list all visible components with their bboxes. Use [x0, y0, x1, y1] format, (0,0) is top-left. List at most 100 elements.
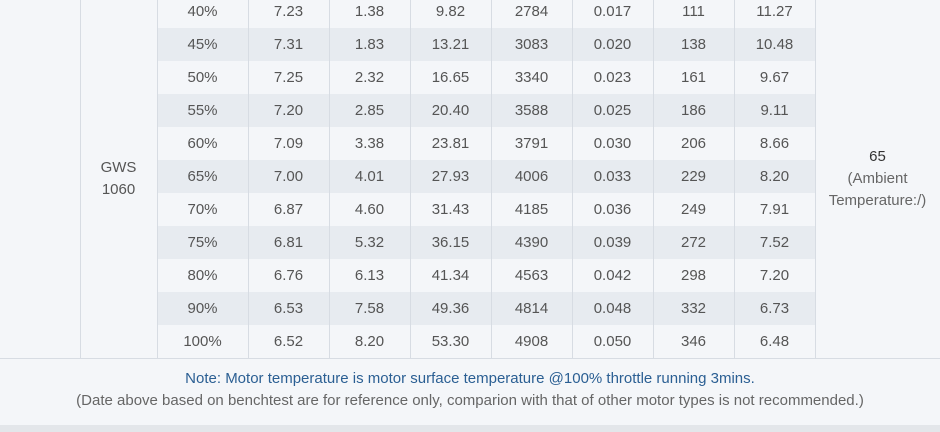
table-cell: 6.76: [273, 267, 304, 284]
table-cell: 0.020: [593, 36, 632, 53]
table-cell: 4185: [514, 201, 549, 218]
table-cell: 1.83: [354, 36, 385, 53]
table-cell: 111: [682, 3, 705, 20]
table-cell: 3083: [514, 36, 549, 53]
table-cell: 40%: [187, 3, 218, 20]
table-cell: 6.53: [273, 300, 304, 317]
table-cell: 7.52: [759, 234, 790, 251]
table-cell: 332: [680, 300, 707, 317]
column-border: [157, 0, 158, 358]
row-band: [157, 160, 815, 193]
table-cell: 10.48: [755, 36, 794, 53]
table-cell: 4563: [514, 267, 549, 284]
table-cell: 27.93: [431, 168, 470, 185]
table-cell: 7.58: [354, 300, 385, 317]
table-cell: 0.033: [593, 168, 632, 185]
table-cell: 229: [680, 168, 707, 185]
table-cell: 6.48: [759, 333, 790, 350]
table-cell: 7.20: [273, 102, 304, 119]
table-cell: 20.40: [431, 102, 470, 119]
table-cell: 36.15: [431, 234, 470, 251]
table-cell: 7.23: [273, 3, 304, 20]
table-cell: 41.34: [431, 267, 470, 284]
table-cell: 298: [680, 267, 707, 284]
temperature-text: (Ambient Temperature:/): [828, 170, 927, 209]
table-cell: 23.81: [431, 135, 470, 152]
table-cell: 75%: [187, 234, 218, 251]
prop-text: GWS: [100, 159, 137, 176]
table-cell: 100%: [183, 333, 222, 350]
table-cell: 3.38: [354, 135, 385, 152]
table-cell: 9.11: [760, 102, 789, 119]
table-cell: 4390: [514, 234, 549, 251]
column-border: [491, 0, 492, 358]
table-cell: 6.52: [273, 333, 304, 350]
table-cell: 70%: [187, 201, 218, 218]
table-cell: 45%: [187, 36, 218, 53]
table-cell: 8.20: [759, 168, 790, 185]
table-cell: 0.030: [593, 135, 632, 152]
table-cell: 3588: [514, 102, 549, 119]
table-cell: 7.91: [759, 201, 790, 218]
row-band: [157, 226, 815, 259]
table-cell: 6.73: [759, 300, 790, 317]
table-cell: 16.65: [431, 69, 470, 86]
table-cell: 9.82: [435, 3, 466, 20]
table-cell: 5.32: [354, 234, 385, 251]
table-cell: 346: [680, 333, 707, 350]
prop-cell: GWS 1060: [80, 0, 157, 358]
table-cell: 4006: [514, 168, 549, 185]
table-cell: 7.31: [273, 36, 304, 53]
table-cell: 13.21: [431, 36, 470, 53]
column-border: [734, 0, 735, 358]
temperature-cell: 65 (Ambient Temperature:/): [815, 0, 940, 358]
table-cell: 6.81: [273, 234, 304, 251]
table-cell: 206: [680, 135, 707, 152]
footer-strip: [0, 425, 940, 432]
table-cell: 6.13: [354, 267, 385, 284]
column-border: [80, 0, 81, 358]
table-cell: 1.38: [354, 3, 385, 20]
table-cell: 0.036: [593, 201, 632, 218]
table-cell: 55%: [187, 102, 218, 119]
column-border: [572, 0, 573, 358]
prop-text: 1060: [101, 181, 136, 198]
table-cell: 65%: [187, 168, 218, 185]
table-cell: 53.30: [431, 333, 470, 350]
table-cell: 272: [680, 234, 707, 251]
table-cell: 7.25: [273, 69, 304, 86]
table-cell: 31.43: [431, 201, 470, 218]
table-cell: 0.048: [593, 300, 632, 317]
table-cell: 0.039: [593, 234, 632, 251]
table-cell: 11.27: [756, 3, 793, 20]
column-border: [329, 0, 330, 358]
row-band: [157, 94, 815, 127]
table-cell: 186: [680, 102, 707, 119]
table-cell: 4.60: [354, 201, 385, 218]
table-cell: 0.023: [593, 69, 632, 86]
column-border: [248, 0, 249, 358]
table-cell: 49.36: [431, 300, 470, 317]
column-border: [410, 0, 411, 358]
table-cell: 0.017: [593, 3, 632, 20]
table-cell: 80%: [187, 267, 218, 284]
column-border: [815, 0, 816, 358]
row-band: [157, 292, 815, 325]
table-cell: 0.025: [593, 102, 632, 119]
table-cell: 60%: [187, 135, 218, 152]
table-cell: 7.09: [273, 135, 304, 152]
table-cell: 0.042: [593, 267, 632, 284]
table-cell: 4814: [514, 300, 549, 317]
table-cell: 8.20: [354, 333, 385, 350]
note-line: Note: Motor temperature is motor surface…: [185, 370, 755, 387]
table-cell: 3340: [514, 69, 549, 86]
table-cell: 4908: [514, 333, 549, 350]
table-cell: 161: [680, 69, 707, 86]
table-cell: 9.67: [759, 69, 790, 86]
table-cell: 138: [680, 36, 707, 53]
table-cell: 2.32: [354, 69, 385, 86]
table-cell: 249: [680, 201, 707, 218]
table-cell: 50%: [187, 69, 218, 86]
temperature-text: 65: [869, 148, 886, 165]
